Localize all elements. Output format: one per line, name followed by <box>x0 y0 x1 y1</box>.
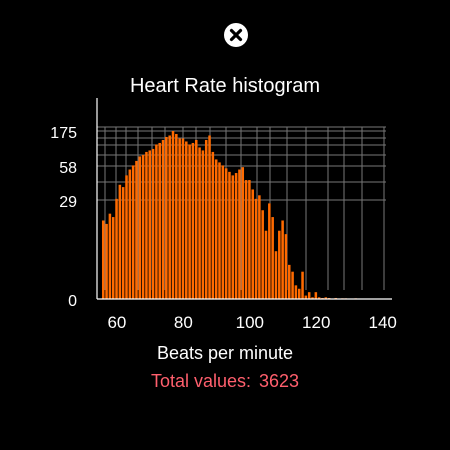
histogram-bar <box>155 144 158 299</box>
histogram-bar <box>278 230 281 299</box>
histogram-bar <box>261 210 264 299</box>
histogram-bar <box>268 203 271 299</box>
histogram-bar <box>101 220 105 299</box>
histogram-bar <box>181 138 185 299</box>
histogram-bar <box>218 162 221 299</box>
x-axis-label: Beats per minute <box>156 343 294 363</box>
close-icon <box>229 28 243 42</box>
histogram-bar <box>128 169 132 299</box>
histogram-bar <box>175 133 178 299</box>
histogram-bar <box>291 271 294 299</box>
histogram-bar <box>234 173 238 299</box>
histogram-bar <box>121 187 125 299</box>
histogram-bar <box>281 220 284 299</box>
histogram-bar <box>248 180 251 299</box>
histogram-bars <box>101 131 377 300</box>
histogram-bar <box>105 223 108 299</box>
total-values: Total values: 3623 <box>0 371 450 392</box>
histogram-bar <box>125 175 128 299</box>
histogram-bar <box>118 184 122 299</box>
histogram-bar <box>138 156 142 299</box>
histogram-bar <box>311 297 314 299</box>
histogram-bar <box>244 180 248 299</box>
histogram-bar <box>254 198 258 299</box>
histogram-bar <box>228 171 231 299</box>
histogram-bar <box>158 142 161 299</box>
histogram-bar <box>135 160 138 299</box>
histogram-bar <box>274 251 278 299</box>
close-button[interactable] <box>224 23 248 47</box>
y-tick-labels: 0 29 58 175 <box>50 125 77 310</box>
histogram-bar <box>191 142 195 299</box>
histogram-bar <box>307 292 311 299</box>
histogram-bar <box>208 135 211 299</box>
histogram-bar <box>151 148 155 299</box>
histogram-bar <box>314 292 318 299</box>
y-tick-label: 29 <box>59 194 77 211</box>
histogram-bar <box>168 135 171 299</box>
histogram-bar <box>204 139 208 299</box>
x-tick-label: 100 <box>236 313 264 332</box>
histogram-bar <box>211 151 215 299</box>
x-tick-labels: 60 80 100 120 140 <box>107 313 396 332</box>
histogram-bar <box>231 175 235 299</box>
total-values-label: Total values: <box>150 371 251 391</box>
y-tick-label: 58 <box>59 160 77 177</box>
histogram-bar <box>238 169 241 299</box>
histogram-bar <box>201 150 205 299</box>
histogram-bar <box>301 271 304 299</box>
histogram-bar <box>304 295 308 299</box>
histogram-bar <box>241 167 245 299</box>
histogram-bar <box>145 151 148 299</box>
histogram-bar <box>161 139 165 299</box>
histogram-bar <box>264 230 268 299</box>
histogram-bar <box>198 147 201 299</box>
histogram-bar <box>297 288 301 299</box>
histogram-bar <box>221 165 225 299</box>
histogram-bar <box>115 198 118 299</box>
histogram-bar <box>251 189 254 299</box>
histogram-bar <box>324 297 328 299</box>
histogram-bar <box>148 150 152 299</box>
x-tick-label: 80 <box>174 313 193 332</box>
y-tick-label: 175 <box>50 125 77 142</box>
x-tick-label: 60 <box>107 313 126 332</box>
histogram-bar <box>317 297 321 299</box>
histogram-bar <box>111 217 115 299</box>
histogram-bar <box>185 141 188 299</box>
histogram-bar <box>141 154 145 299</box>
total-values-count: 3623 <box>259 371 300 391</box>
histogram-bar <box>258 195 261 299</box>
histogram-bar <box>214 159 218 299</box>
histogram-bar <box>165 136 168 299</box>
y-tick-label: 0 <box>68 293 77 310</box>
histogram-bar <box>294 285 298 299</box>
histogram-bar <box>171 131 175 299</box>
histogram-bar <box>131 165 135 299</box>
histogram-bar <box>288 264 291 299</box>
histogram-bar <box>224 168 228 299</box>
x-tick-label: 140 <box>368 313 396 332</box>
histogram-bar <box>178 138 181 299</box>
chart-title: Heart Rate histogram <box>129 75 321 97</box>
x-tick-label: 120 <box>302 313 330 332</box>
histogram-bar <box>194 139 198 299</box>
histogram-bar <box>271 217 274 299</box>
histogram-bar <box>108 213 112 299</box>
histogram-bar <box>284 234 288 299</box>
histogram-bar <box>188 144 191 299</box>
